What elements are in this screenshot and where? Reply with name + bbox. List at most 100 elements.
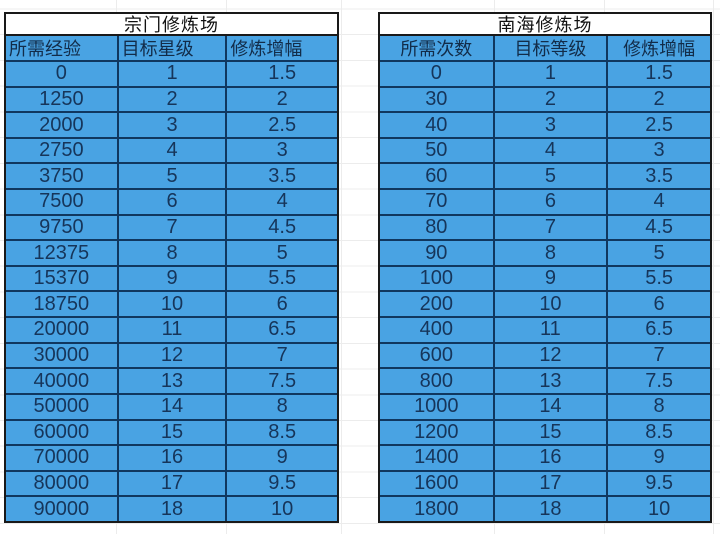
header-cell[interactable]: 所需次数	[400, 39, 473, 59]
data-cell[interactable]: 30	[425, 87, 448, 110]
data-cell[interactable]: 14	[116, 394, 226, 419]
data-cell[interactable]: 10	[492, 292, 607, 317]
data-cell[interactable]: 0	[430, 62, 442, 85]
data-cell[interactable]: 1.5	[225, 62, 337, 86]
data-cell[interactable]: 18	[116, 497, 226, 521]
data-cell[interactable]: 1250	[39, 87, 84, 110]
data-cell[interactable]: 80	[425, 215, 448, 238]
data-cell[interactable]: 10	[116, 292, 226, 317]
data-cell[interactable]: 3	[492, 113, 607, 137]
data-cell[interactable]: 1	[116, 62, 226, 86]
data-cell[interactable]: 9.5	[606, 471, 710, 496]
table-title-cell[interactable]: 宗门修炼场	[6, 14, 337, 36]
data-cell[interactable]: 4.5	[606, 215, 710, 240]
data-cell[interactable]: 1400	[414, 446, 459, 469]
data-cell[interactable]: 80000	[33, 472, 90, 495]
data-cell[interactable]: 2	[116, 87, 226, 112]
data-cell[interactable]: 2	[492, 87, 607, 112]
data-cell[interactable]: 16	[492, 446, 607, 470]
data-cell[interactable]: 12	[116, 343, 226, 368]
data-cell[interactable]: 6.5	[606, 318, 710, 342]
data-cell[interactable]: 6	[606, 292, 710, 317]
data-cell[interactable]: 2750	[39, 139, 84, 162]
data-cell[interactable]: 13	[116, 369, 226, 393]
data-cell[interactable]: 17	[492, 471, 607, 496]
data-cell[interactable]: 3750	[39, 164, 84, 187]
data-cell[interactable]: 50	[425, 139, 448, 162]
data-cell[interactable]: 3	[606, 138, 710, 163]
data-cell[interactable]: 1600	[414, 472, 459, 495]
data-cell[interactable]: 7	[606, 343, 710, 368]
data-cell[interactable]: 3.5	[606, 164, 710, 189]
data-cell[interactable]: 15370	[33, 267, 90, 290]
data-cell[interactable]: 3	[225, 138, 337, 163]
data-cell[interactable]: 15	[116, 420, 226, 445]
data-cell[interactable]: 9	[225, 446, 337, 470]
data-cell[interactable]: 3	[116, 113, 226, 137]
data-cell[interactable]: 11	[492, 318, 607, 342]
data-cell[interactable]: 20000	[33, 318, 90, 341]
data-cell[interactable]: 16	[116, 446, 226, 470]
data-cell[interactable]: 6	[116, 190, 226, 214]
data-cell[interactable]: 9750	[39, 215, 84, 238]
header-cell[interactable]: 修炼增幅	[606, 36, 710, 60]
header-cell[interactable]: 目标星级	[116, 36, 226, 60]
data-cell[interactable]: 9	[492, 266, 607, 291]
data-cell[interactable]: 7.5	[606, 369, 710, 393]
data-cell[interactable]: 7	[116, 215, 226, 240]
data-cell[interactable]: 9	[116, 266, 226, 291]
data-cell[interactable]: 100	[419, 267, 453, 290]
data-cell[interactable]: 70	[425, 190, 448, 213]
data-cell[interactable]: 15	[492, 420, 607, 445]
data-cell[interactable]: 600	[419, 344, 453, 366]
data-cell[interactable]: 8	[492, 241, 607, 265]
data-cell[interactable]: 9.5	[225, 471, 337, 496]
data-cell[interactable]: 12375	[33, 241, 90, 264]
data-cell[interactable]: 1000	[414, 395, 459, 418]
data-cell[interactable]: 18750	[33, 292, 90, 315]
data-cell[interactable]: 6	[492, 190, 607, 214]
data-cell[interactable]: 6	[225, 292, 337, 317]
data-cell[interactable]: 4	[116, 138, 226, 163]
header-cell[interactable]: 目标等级	[492, 36, 607, 60]
data-cell[interactable]: 13	[492, 369, 607, 393]
data-cell[interactable]: 4	[606, 190, 710, 214]
data-cell[interactable]: 10	[606, 497, 710, 521]
data-cell[interactable]: 0	[55, 62, 67, 85]
data-cell[interactable]: 7.5	[225, 369, 337, 393]
data-cell[interactable]: 2000	[39, 113, 84, 136]
data-cell[interactable]: 8	[225, 394, 337, 419]
data-cell[interactable]: 3.5	[225, 164, 337, 189]
data-cell[interactable]: 60000	[33, 420, 90, 443]
data-cell[interactable]: 10	[225, 497, 337, 521]
header-cell[interactable]: 修炼增幅	[225, 36, 337, 60]
data-cell[interactable]: 6.5	[225, 318, 337, 342]
data-cell[interactable]: 5	[606, 241, 710, 265]
data-cell[interactable]: 11	[116, 318, 226, 342]
data-cell[interactable]: 1.5	[606, 62, 710, 86]
data-cell[interactable]: 17	[116, 471, 226, 496]
data-cell[interactable]: 8.5	[225, 420, 337, 445]
data-cell[interactable]: 5	[225, 241, 337, 265]
data-cell[interactable]: 4	[492, 138, 607, 163]
data-cell[interactable]: 200	[419, 292, 453, 315]
data-cell[interactable]: 9	[606, 446, 710, 470]
data-cell[interactable]: 800	[419, 369, 453, 392]
data-cell[interactable]: 4	[225, 190, 337, 214]
data-cell[interactable]: 70000	[33, 446, 90, 469]
data-cell[interactable]: 7	[225, 343, 337, 368]
data-cell[interactable]: 14	[492, 394, 607, 419]
data-cell[interactable]: 5.5	[606, 266, 710, 291]
data-cell[interactable]: 4.5	[225, 215, 337, 240]
data-cell[interactable]: 8	[606, 394, 710, 419]
data-cell[interactable]: 5.5	[225, 266, 337, 291]
data-cell[interactable]: 2	[606, 87, 710, 112]
header-cell[interactable]: 所需经验	[9, 39, 81, 59]
data-cell[interactable]: 18	[492, 497, 607, 521]
data-cell[interactable]: 400	[419, 318, 453, 341]
data-cell[interactable]: 5	[116, 164, 226, 189]
data-cell[interactable]: 12	[492, 343, 607, 368]
data-cell[interactable]: 1	[492, 62, 607, 86]
data-cell[interactable]: 2.5	[225, 113, 337, 137]
data-cell[interactable]: 30000	[33, 344, 90, 366]
